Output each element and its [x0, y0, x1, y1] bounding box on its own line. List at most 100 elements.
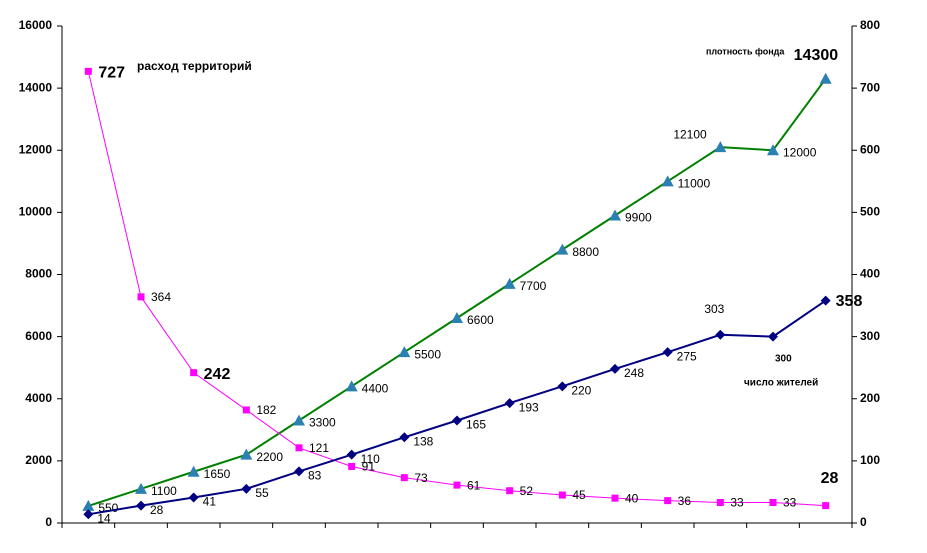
data-label: 83 — [308, 469, 322, 483]
point — [664, 497, 672, 505]
data-label: 110 — [361, 452, 380, 466]
series-line — [88, 78, 827, 507]
y-tick-label: 14000 — [19, 80, 53, 94]
data-label: 275 — [677, 349, 697, 363]
data-label: 242 — [204, 366, 231, 383]
point — [556, 243, 569, 255]
point — [557, 381, 568, 392]
data-label: 2200 — [256, 450, 283, 464]
y-tick-label: 10000 — [19, 205, 53, 219]
data-label: 303 — [704, 302, 724, 316]
data-label: 182 — [256, 403, 276, 417]
data-label: 7700 — [520, 279, 547, 293]
series-name: плотность фонда — [706, 46, 785, 56]
point — [84, 67, 92, 75]
point — [294, 466, 304, 477]
point — [609, 209, 621, 221]
y2-tick-label: 800 — [860, 18, 880, 32]
y2-tick-label: 0 — [860, 515, 867, 529]
y2-tick-label: 400 — [860, 267, 880, 281]
point — [135, 482, 147, 494]
point — [345, 380, 358, 392]
data-label: 248 — [624, 366, 644, 380]
point — [506, 487, 514, 495]
y2-tick-label: 600 — [860, 142, 880, 156]
point — [293, 414, 305, 426]
data-label: 40 — [625, 491, 639, 505]
point — [83, 509, 94, 520]
y2-tick-label: 500 — [860, 205, 880, 219]
point — [399, 432, 410, 443]
y-tick-label: 4000 — [25, 391, 52, 405]
point — [769, 498, 777, 506]
y-tick-label: 12000 — [19, 142, 53, 156]
data-label: 36 — [678, 494, 692, 508]
data-label: 5500 — [414, 347, 441, 361]
data-label: 45 — [572, 488, 586, 502]
point — [295, 444, 303, 452]
data-label: 28 — [821, 470, 839, 487]
data-label: 3300 — [309, 416, 336, 430]
data-label: 4400 — [362, 381, 389, 395]
data-label: 73 — [414, 471, 428, 485]
data-label: 11000 — [678, 176, 711, 190]
point — [242, 406, 250, 414]
data-label: 121 — [309, 441, 329, 455]
data-label: 358 — [836, 293, 863, 310]
data-label: 300 — [775, 353, 792, 364]
y2-tick-label: 300 — [860, 329, 880, 343]
data-label: 8800 — [572, 245, 599, 259]
point — [611, 494, 619, 502]
point — [715, 329, 726, 340]
data-label: 91 — [362, 460, 376, 474]
point — [188, 492, 199, 503]
point — [451, 311, 463, 323]
point — [768, 331, 778, 342]
data-label: 14 — [97, 511, 111, 525]
y-tick-label: 6000 — [25, 329, 52, 343]
data-label: 9900 — [625, 211, 652, 225]
series-name: число жителей — [744, 378, 818, 389]
data-label: 220 — [571, 383, 591, 397]
data-label: 52 — [520, 484, 534, 498]
data-label: 33 — [730, 496, 744, 510]
y-tick-label: 8000 — [25, 267, 52, 281]
y-tick-label: 0 — [45, 515, 52, 529]
data-label: 61 — [467, 478, 481, 492]
point — [187, 465, 200, 477]
point — [661, 175, 674, 187]
point — [453, 481, 461, 489]
data-label: 364 — [151, 290, 171, 304]
point — [558, 491, 566, 499]
point — [82, 499, 95, 511]
point — [348, 462, 356, 470]
point — [767, 144, 779, 156]
data-label: 14300 — [794, 47, 839, 64]
data-label: 12000 — [783, 145, 817, 159]
point — [662, 347, 673, 358]
point — [820, 295, 831, 306]
point — [190, 369, 198, 377]
data-label: 6600 — [467, 313, 494, 327]
point — [400, 474, 408, 482]
point — [610, 363, 620, 374]
series-line — [87, 71, 826, 507]
point — [241, 483, 252, 494]
point — [137, 293, 145, 301]
point — [822, 502, 830, 510]
point — [819, 72, 832, 84]
point — [240, 448, 253, 460]
point — [398, 346, 411, 358]
point — [503, 277, 516, 289]
data-label: 727 — [98, 65, 125, 82]
point — [136, 500, 146, 511]
data-label: 41 — [203, 495, 217, 509]
y2-tick-label: 700 — [860, 80, 880, 94]
data-label: 33 — [783, 496, 797, 510]
point — [452, 415, 462, 426]
data-label: 138 — [413, 434, 433, 448]
data-label: 193 — [519, 400, 539, 414]
series-name: расход территорий — [137, 59, 252, 73]
point — [346, 449, 357, 460]
y2-tick-label: 200 — [860, 391, 880, 405]
